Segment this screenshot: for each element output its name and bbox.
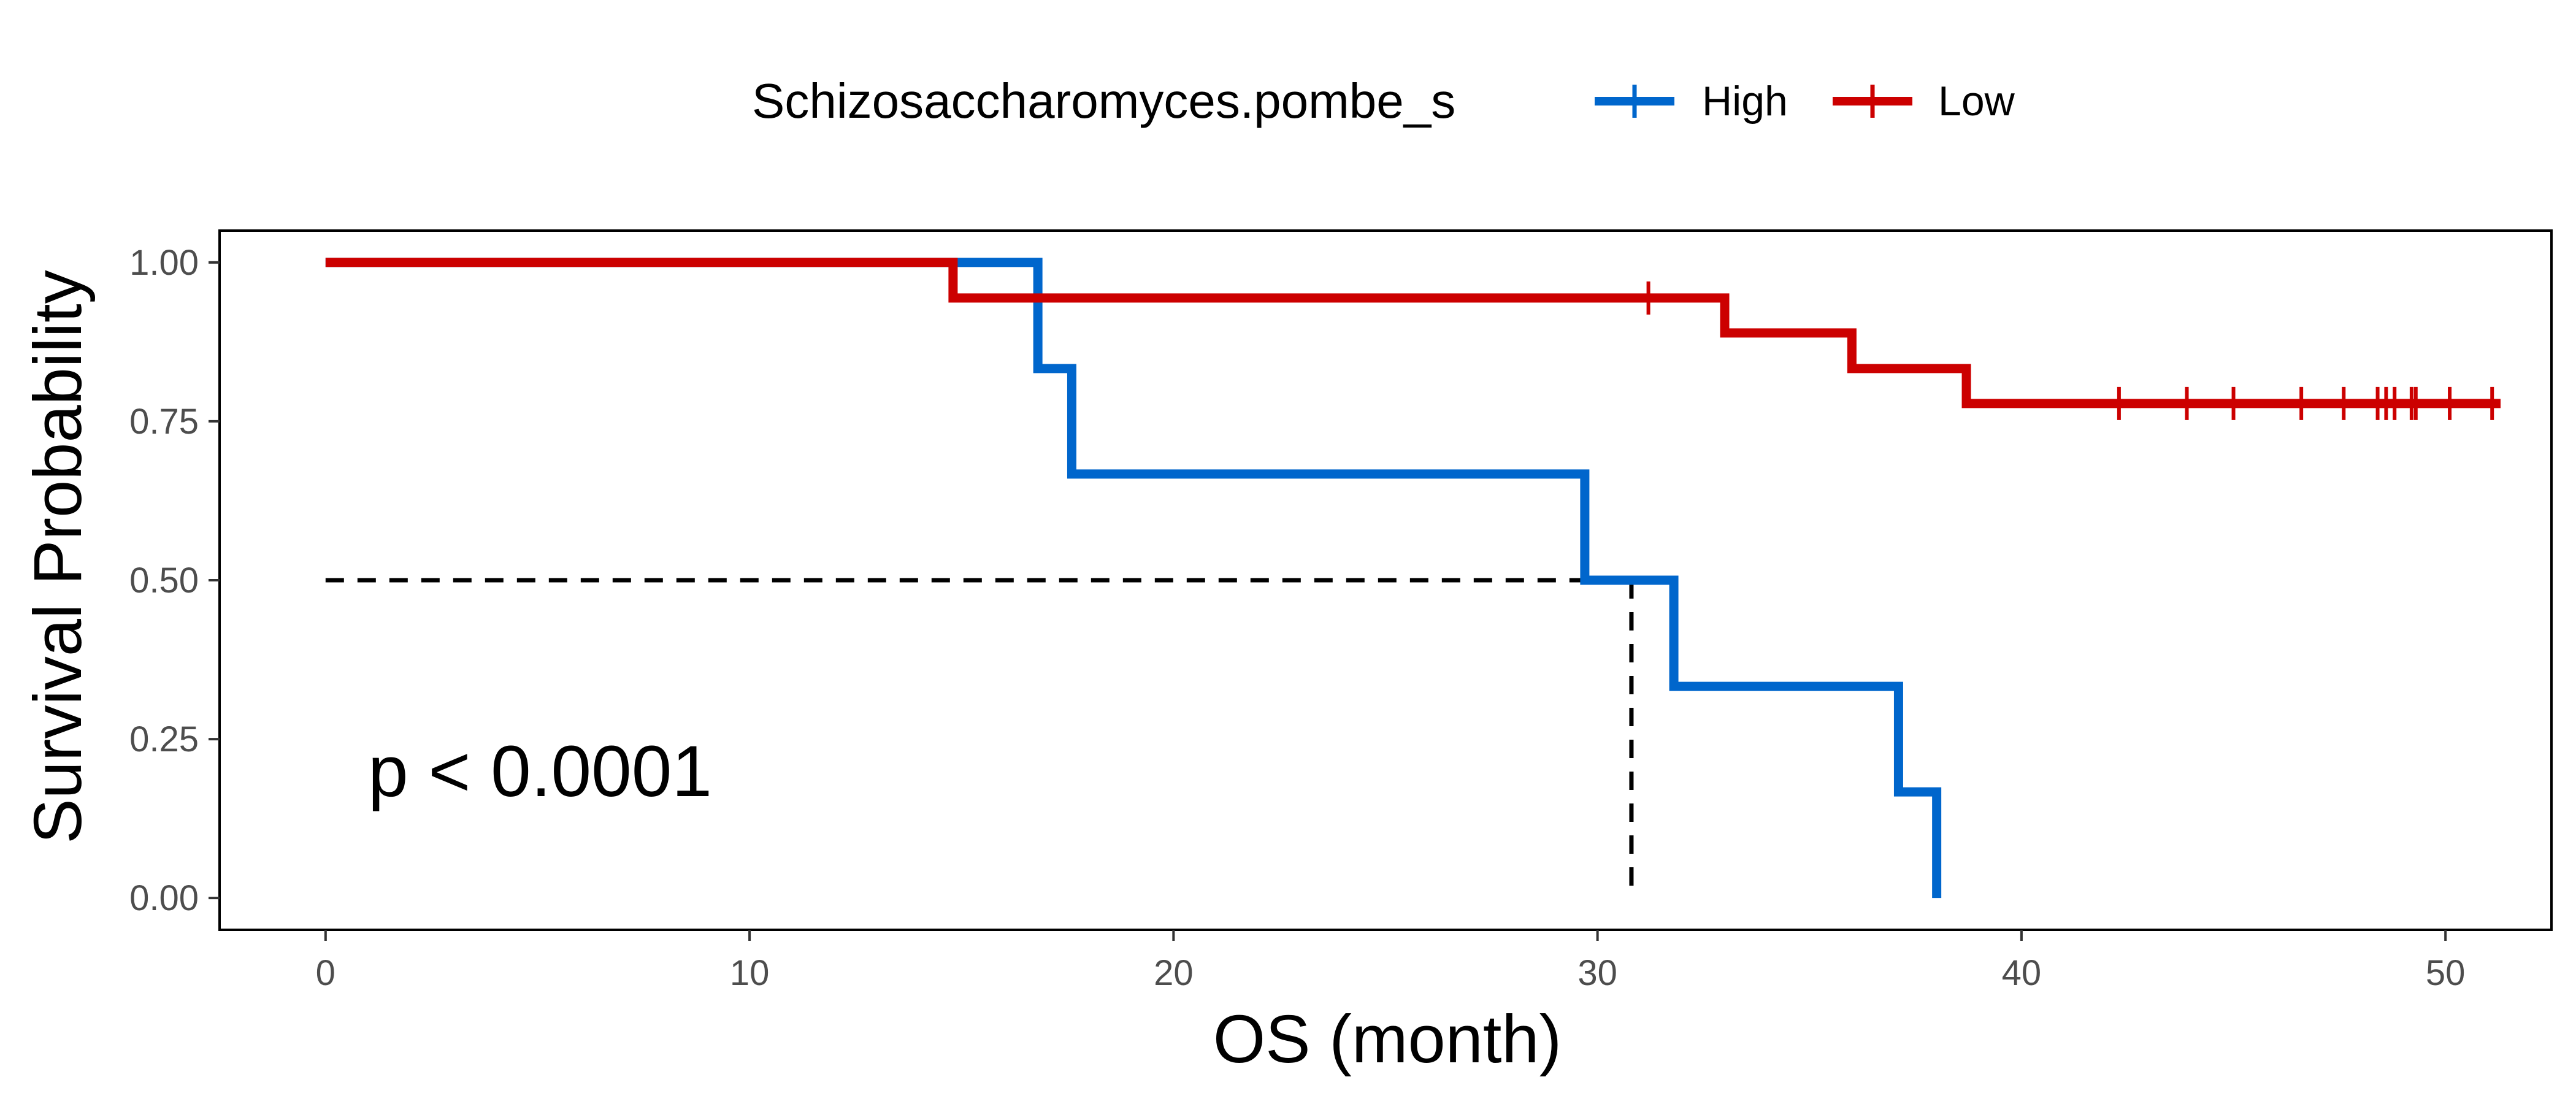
median-lines <box>325 578 1634 899</box>
legend-label-low: Low <box>1938 78 2015 125</box>
series-high <box>325 258 1942 899</box>
p-value-annotation: p < 0.0001 <box>368 731 712 812</box>
x-tick-label: 40 <box>2002 953 2042 993</box>
axis-ticks: 0 10 20 30 40 50 0.00 0.25 0.50 0.75 1.00 <box>129 243 2465 993</box>
survival-curve-high <box>325 258 1942 899</box>
y-tick-label: 0.75 <box>129 402 199 442</box>
y-tick-label: 0.00 <box>129 878 199 918</box>
y-tick-label: 0.25 <box>129 719 199 759</box>
x-tick-label: 30 <box>1577 953 1617 993</box>
legend-item-high: High <box>1595 78 1788 125</box>
x-tick-label: 20 <box>1154 953 1194 993</box>
x-tick-label: 10 <box>730 953 770 993</box>
legend-title: Schizosaccharomyces.pombe_s <box>752 74 1455 128</box>
y-tick-label: 1.00 <box>129 243 199 283</box>
survival-curves <box>325 258 2501 899</box>
legend: Schizosaccharomyces.pombe_s High Low <box>752 74 2015 128</box>
legend-item-low: Low <box>1833 78 2015 125</box>
y-tick-label: 0.50 <box>129 561 199 600</box>
y-axis-title: Survival Probability <box>20 270 96 843</box>
x-tick-label: 0 <box>316 953 335 993</box>
legend-label-high: High <box>1702 78 1788 125</box>
series-low <box>325 258 2501 420</box>
x-tick-label: 50 <box>2426 953 2466 993</box>
x-axis-title: OS (month) <box>1213 1002 1562 1077</box>
survival-curve-low <box>325 258 2501 408</box>
